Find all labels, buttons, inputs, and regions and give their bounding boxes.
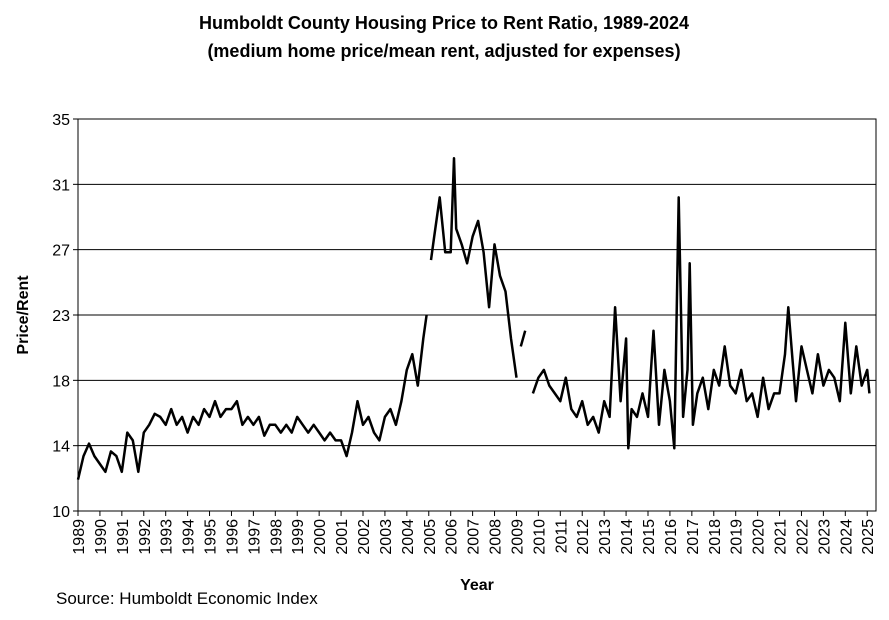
- x-tick-label: 2017: [685, 519, 702, 555]
- x-tick-label: 2015: [641, 519, 658, 555]
- x-tick-label: 2003: [378, 519, 395, 555]
- x-tick-label: 2001: [334, 519, 351, 555]
- x-tick-label: 1989: [71, 519, 88, 555]
- chart-title: Humboldt County Housing Price to Rent Ra…: [199, 13, 689, 33]
- y-tick-label: 35: [52, 112, 70, 129]
- x-tick-label: 2014: [619, 519, 636, 555]
- x-tick-label: 1991: [115, 519, 132, 555]
- x-tick-label: 2016: [663, 519, 680, 555]
- source: Source: Humboldt Economic Index: [56, 589, 318, 608]
- x-tick-label: 2007: [466, 519, 483, 555]
- y-tick-label: 18: [52, 373, 70, 390]
- x-tick-label: 2006: [444, 519, 461, 555]
- plot-frame: [77, 118, 877, 512]
- x-tick-label: 1994: [181, 519, 198, 555]
- x-tick-label: 2019: [729, 519, 746, 555]
- y-tick-label: 14: [52, 439, 70, 456]
- x-tick-label: 2020: [751, 519, 768, 555]
- chart-subtitle: (medium home price/mean rent, adjusted f…: [207, 41, 680, 61]
- x-tick-label: 1998: [268, 519, 285, 555]
- x-tick-label: 2022: [794, 519, 811, 555]
- x-tick-label: 2009: [509, 519, 526, 555]
- x-tick-label: 1996: [224, 519, 241, 555]
- y-tick-label: 31: [52, 177, 70, 194]
- x-tick-label: 2002: [356, 519, 373, 555]
- x-tick-label: 2024: [838, 519, 855, 555]
- x-tick-label: 2025: [860, 519, 877, 555]
- x-tick-label: 2004: [400, 519, 417, 555]
- y-tick-label: 23: [52, 308, 70, 325]
- x-tick-label: 2010: [531, 519, 548, 555]
- x-axis-title: Year: [460, 577, 494, 594]
- line-series: [76, 156, 871, 480]
- x-tick-label: 2000: [312, 519, 329, 555]
- x-tick-label: 1995: [203, 519, 220, 555]
- x-tick-label: 2021: [773, 519, 790, 555]
- x-tick-label: 2011: [553, 519, 570, 554]
- x-tick-label: 2005: [422, 519, 439, 555]
- x-tick-label: 1990: [93, 519, 110, 555]
- x-tick-label: 1993: [159, 519, 176, 555]
- x-tick-label: 2018: [707, 519, 724, 555]
- x-tick-label: 2013: [597, 519, 614, 555]
- y-axis-title: Price/Rent: [15, 275, 32, 355]
- x-tick-label: 2008: [488, 519, 505, 555]
- x-tick-label: 1992: [137, 519, 154, 555]
- y-tick-label: 27: [52, 243, 70, 260]
- x-tick-label: 1999: [290, 519, 307, 555]
- y-tick-label: 10: [52, 504, 70, 521]
- x-tick-label: 1997: [246, 519, 263, 555]
- x-tick-label: 2023: [816, 519, 833, 555]
- x-tick-label: 2012: [575, 519, 592, 555]
